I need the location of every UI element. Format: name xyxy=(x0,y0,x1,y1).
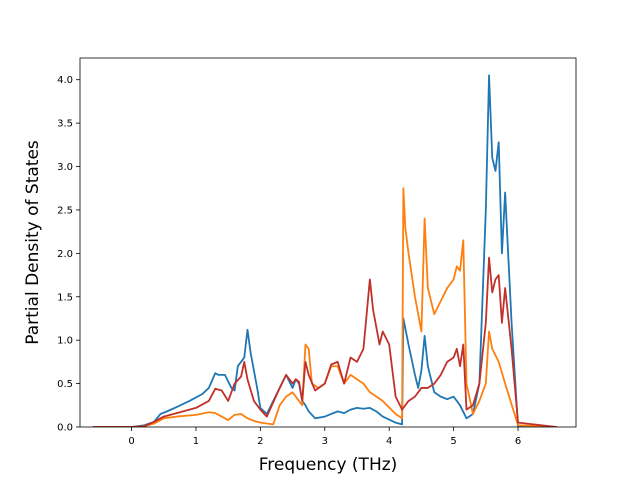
x-tick-label: 2 xyxy=(257,436,263,447)
y-tick-label: 0.0 xyxy=(57,423,73,434)
y-tick-label: 2.0 xyxy=(57,249,73,260)
x-tick-label: 5 xyxy=(450,436,456,447)
plot-frame xyxy=(79,57,577,428)
y-axis: 0.0 0.5 1.0 1.5 2.0 2.5 3.0 3.5 4.0 xyxy=(57,75,80,434)
x-tick-label: 6 xyxy=(515,436,521,447)
y-tick-label: 1.5 xyxy=(57,292,73,303)
x-axis: 0 1 2 3 4 5 6 xyxy=(128,427,521,447)
x-axis-label: Frequency (THz) xyxy=(259,455,398,475)
series-line-2 xyxy=(92,187,557,427)
y-tick-label: 2.5 xyxy=(57,205,73,216)
y-tick-label: 4.0 xyxy=(57,75,73,86)
x-tick-label: 4 xyxy=(386,436,392,447)
y-tick-label: 0.5 xyxy=(57,379,73,390)
y-axis-label: Partial Density of States xyxy=(23,140,43,345)
x-tick-label: 1 xyxy=(193,436,199,447)
y-tick-label: 3.5 xyxy=(57,119,73,130)
series-layer xyxy=(92,74,557,427)
x-tick-label: 3 xyxy=(322,436,328,447)
y-tick-label: 3.0 xyxy=(57,162,73,173)
y-tick-label: 1.0 xyxy=(57,336,73,347)
x-tick-label: 0 xyxy=(128,436,134,447)
series-line-3 xyxy=(92,256,557,427)
